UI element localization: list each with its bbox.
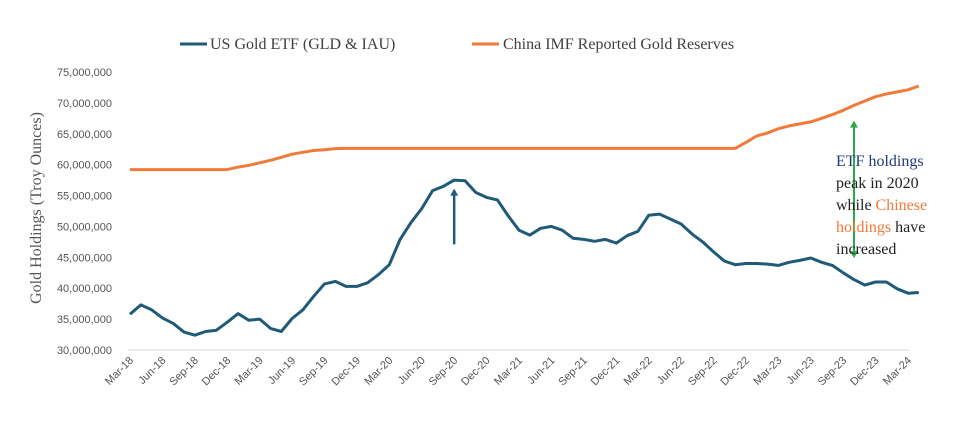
annotation-line-1: ETF holdings (836, 153, 924, 170)
annotation-line-2: peak in 2020 (836, 175, 919, 192)
annotation-arrowhead (450, 188, 459, 196)
y-tick-label: 50,000,000 (57, 221, 112, 233)
y-tick-label: 65,000,000 (57, 129, 112, 141)
x-tick-label: Jun-19 (266, 355, 298, 387)
x-tick-label: Sep-19 (297, 355, 331, 389)
y-axis-label: Gold Holdings (Troy Ounces) (28, 112, 45, 304)
x-tick-label: Dec-22 (718, 355, 752, 389)
x-tick-label: Sep-21 (556, 355, 590, 389)
x-tick-label: Dec-23 (848, 355, 882, 389)
x-tick-label: Mar-23 (751, 355, 784, 388)
series-line-us-gold-etf (129, 178, 919, 337)
x-tick-label: Jun-23 (785, 355, 817, 387)
x-tick-label: Jun-18 (136, 355, 168, 387)
annotation-text: ETF holdings peak in 2020 while Chinese … (836, 153, 931, 258)
x-tick-label: Dec-19 (329, 355, 363, 389)
y-tick-label: 30,000,000 (57, 345, 112, 357)
y-axis: 30,000,000 35,000,000 40,000,000 45,000,000… (57, 67, 112, 357)
x-tick-label: Sep-18 (167, 355, 201, 389)
legend-china-label: China IMF Reported Gold Reserves (503, 36, 734, 53)
y-tick-label: 70,000,000 (57, 98, 112, 110)
y-tick-label: 40,000,000 (57, 283, 112, 295)
legend-etf-label: US Gold ETF (GLD & IAU) (210, 36, 395, 53)
x-tick-label: Mar-24 (881, 355, 914, 388)
x-tick-label: Dec-21 (589, 355, 623, 389)
annotation-arrows (450, 120, 858, 259)
x-tick-label: Mar-19 (233, 355, 266, 388)
x-tick-label: Mar-22 (622, 355, 655, 388)
annotation-arrowhead (849, 120, 858, 128)
y-tick-label: 45,000,000 (57, 252, 112, 264)
annotation-arrowhead (849, 251, 858, 259)
x-tick-label: Sep-23 (816, 355, 850, 389)
x-tick-label: Dec-20 (459, 355, 493, 389)
x-tick-label: Sep-20 (427, 355, 461, 389)
x-tick-label: Jun-20 (396, 355, 428, 387)
x-tick-label: Mar-21 (492, 355, 525, 388)
y-tick-label: 75,000,000 (57, 67, 112, 79)
y-tick-label: 60,000,000 (57, 160, 112, 172)
x-tick-label: Dec-18 (200, 355, 234, 389)
annotation-line-4-orange: holdings (836, 219, 891, 236)
x-tick-label: Mar-18 (103, 355, 136, 388)
x-tick-label: Sep-22 (686, 355, 720, 389)
series-line-china-gold-reserves (130, 84, 920, 172)
y-tick-label: 55,000,000 (57, 191, 112, 203)
annotation-line-3: while (836, 197, 876, 214)
annotation-line-3-orange: Chinese (876, 197, 928, 214)
legend: US Gold ETF (GLD & IAU) China IMF Report… (180, 36, 734, 53)
annotation-line-4: have (891, 219, 925, 236)
x-tick-label: Jun-21 (525, 355, 557, 387)
x-tick-label: Mar-20 (362, 355, 395, 388)
annotation-line-5: increased (836, 241, 896, 258)
x-tick-label: Jun-22 (655, 355, 687, 387)
y-tick-label: 35,000,000 (57, 314, 112, 326)
